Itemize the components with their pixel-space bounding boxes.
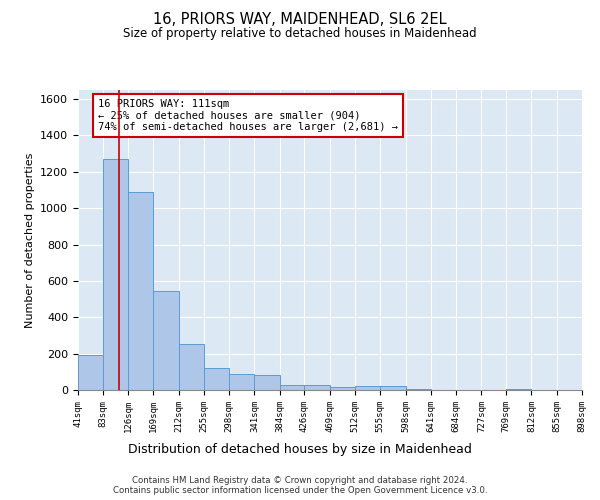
Text: Distribution of detached houses by size in Maidenhead: Distribution of detached houses by size … — [128, 442, 472, 456]
Bar — [179, 344, 204, 390]
Text: 16, PRIORS WAY, MAIDENHEAD, SL6 2EL: 16, PRIORS WAY, MAIDENHEAD, SL6 2EL — [153, 12, 447, 28]
Bar — [204, 368, 229, 390]
Text: Contains HM Land Registry data © Crown copyright and database right 2024.
Contai: Contains HM Land Registry data © Crown c… — [113, 476, 487, 495]
Bar — [380, 386, 406, 390]
Y-axis label: Number of detached properties: Number of detached properties — [25, 152, 35, 328]
Bar — [128, 192, 153, 390]
Bar — [330, 386, 355, 390]
Bar — [103, 159, 128, 390]
Bar — [229, 374, 254, 390]
Bar — [406, 389, 431, 390]
Bar — [506, 389, 532, 390]
Bar — [280, 384, 304, 390]
Text: Size of property relative to detached houses in Maidenhead: Size of property relative to detached ho… — [123, 28, 477, 40]
Bar — [355, 386, 380, 390]
Bar — [78, 354, 103, 390]
Bar — [304, 386, 330, 390]
Bar — [153, 291, 179, 390]
Text: 16 PRIORS WAY: 111sqm
← 25% of detached houses are smaller (904)
74% of semi-det: 16 PRIORS WAY: 111sqm ← 25% of detached … — [98, 99, 398, 132]
Bar — [254, 376, 280, 390]
